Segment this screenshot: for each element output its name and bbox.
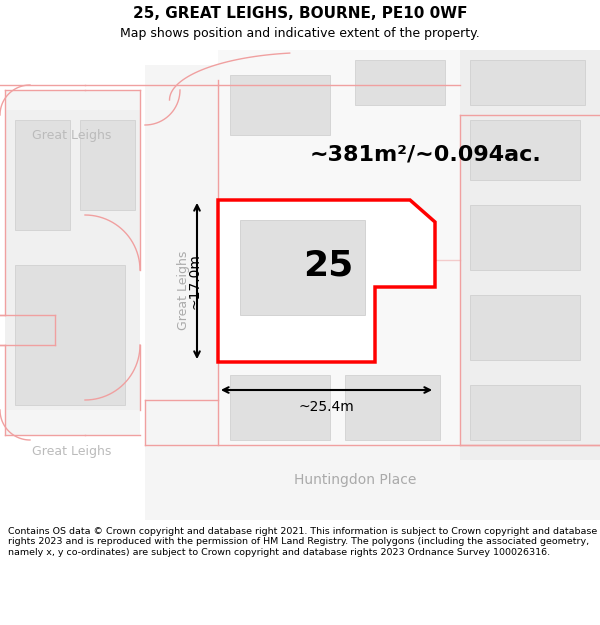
- Bar: [15, 120, 70, 230]
- Text: Great Leighs: Great Leighs: [32, 129, 112, 141]
- Text: 25, GREAT LEIGHS, BOURNE, PE10 0WF: 25, GREAT LEIGHS, BOURNE, PE10 0WF: [133, 6, 467, 21]
- Text: Contains OS data © Crown copyright and database right 2021. This information is : Contains OS data © Crown copyright and d…: [8, 527, 597, 557]
- Text: Great Leighs: Great Leighs: [176, 250, 190, 330]
- Text: ~17.0m: ~17.0m: [187, 253, 201, 309]
- Bar: [145, 65, 220, 460]
- Bar: [240, 220, 365, 315]
- Polygon shape: [218, 200, 435, 362]
- Bar: [15, 265, 125, 405]
- Bar: [230, 375, 330, 440]
- Bar: [230, 75, 330, 135]
- Bar: [80, 120, 135, 210]
- Bar: [218, 50, 462, 445]
- Polygon shape: [5, 90, 140, 435]
- Bar: [470, 295, 580, 360]
- Bar: [345, 375, 440, 440]
- Text: Huntingdon Place: Huntingdon Place: [294, 473, 416, 487]
- Bar: [460, 50, 600, 460]
- Bar: [470, 60, 585, 105]
- Text: 25: 25: [303, 248, 353, 282]
- Polygon shape: [5, 110, 140, 410]
- Text: ~25.4m: ~25.4m: [299, 400, 355, 414]
- Bar: [355, 60, 445, 105]
- Text: Map shows position and indicative extent of the property.: Map shows position and indicative extent…: [120, 28, 480, 41]
- Bar: [145, 445, 600, 520]
- Text: ~381m²/~0.094ac.: ~381m²/~0.094ac.: [310, 145, 542, 165]
- Bar: [470, 120, 580, 180]
- Text: Great Leighs: Great Leighs: [32, 446, 112, 459]
- Bar: [470, 385, 580, 440]
- Bar: [470, 205, 580, 270]
